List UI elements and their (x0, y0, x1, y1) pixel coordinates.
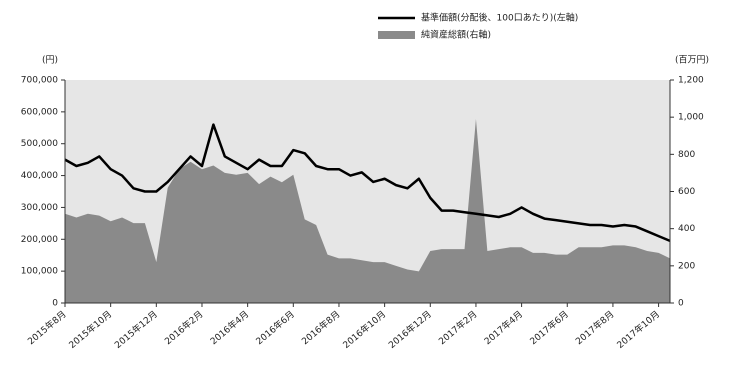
y-tick-label: 300,000 (21, 203, 58, 213)
x-tick-label: 2016年12月 (386, 308, 434, 351)
y-tick-label: 500,000 (21, 139, 58, 149)
y2-tick-label: 1,000 (678, 113, 704, 123)
net-assets-area (65, 119, 670, 304)
y-tick-label: 700,000 (21, 76, 58, 86)
legend-label: 基準価額(分配後、100口あたり)(左軸) (421, 12, 578, 24)
x-tick-label: 2015年8月 (25, 308, 68, 347)
x-tick-label: 2015年10月 (66, 308, 114, 351)
y2-tick-label: 200 (678, 261, 695, 271)
y-tick-label: 100,000 (21, 267, 58, 277)
y-tick-label: 600,000 (21, 107, 58, 117)
legend-label: 純資産総額(右軸) (421, 29, 491, 41)
y2-tick-label: 0 (678, 299, 684, 309)
x-tick-label: 2016年4月 (208, 308, 251, 347)
x-tick-label: 2017年8月 (573, 308, 616, 347)
x-tick-label: 2017年4月 (482, 308, 525, 347)
x-tick-label: 2017年10月 (614, 308, 662, 351)
y-tick-label: 400,000 (21, 171, 58, 181)
y2-tick-label: 600 (678, 187, 695, 197)
y2-tick-label: 1,200 (678, 76, 704, 86)
y-tick-label: 200,000 (21, 235, 58, 245)
legend-swatch (378, 31, 415, 39)
y-tick-label: 0 (52, 299, 58, 309)
y2-tick-label: 400 (678, 224, 695, 234)
x-tick-label: 2016年6月 (253, 308, 296, 347)
x-tick-label: 2015年12月 (112, 308, 160, 351)
y2-tick-label: 800 (678, 150, 695, 160)
x-tick-label: 2017年6月 (527, 308, 570, 347)
x-tick-label: 2017年2月 (436, 308, 479, 347)
x-tick-label: 2016年8月 (299, 308, 342, 347)
nav-line (64, 123, 671, 243)
y2-unit: (百万円) (675, 55, 709, 66)
y-unit: (円) (42, 55, 58, 66)
x-tick-label: 2016年2月 (162, 308, 205, 347)
x-tick-label: 2016年10月 (340, 308, 388, 351)
